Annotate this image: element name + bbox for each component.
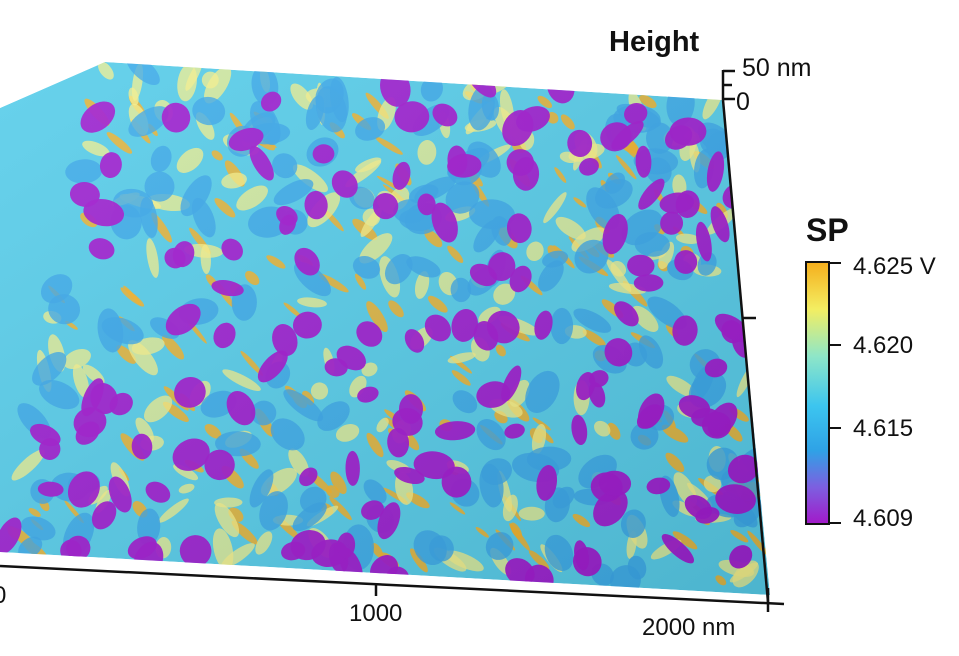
colorbar-title: SP <box>806 212 849 248</box>
colorbar-tick-4: 4.609 <box>853 505 914 532</box>
height-axis <box>721 69 770 603</box>
height-scale-bottom: 0 <box>736 88 750 116</box>
x-tick-1000: 1000 <box>349 600 403 627</box>
height-title: Height <box>609 26 700 58</box>
height-scale-top: 50 nm <box>742 54 812 82</box>
x-tick-2000: 2000 nm <box>642 614 736 641</box>
colorbar-tick-1: 4.625 V <box>853 253 936 280</box>
colorbar-tick-2: 4.620 <box>853 332 914 359</box>
afm-surface <box>0 62 770 595</box>
x-axis <box>0 564 785 612</box>
colorbar-tick-3: 4.615 <box>853 415 914 442</box>
x-tick-0: 0 <box>0 582 6 610</box>
colorbar <box>805 261 841 525</box>
